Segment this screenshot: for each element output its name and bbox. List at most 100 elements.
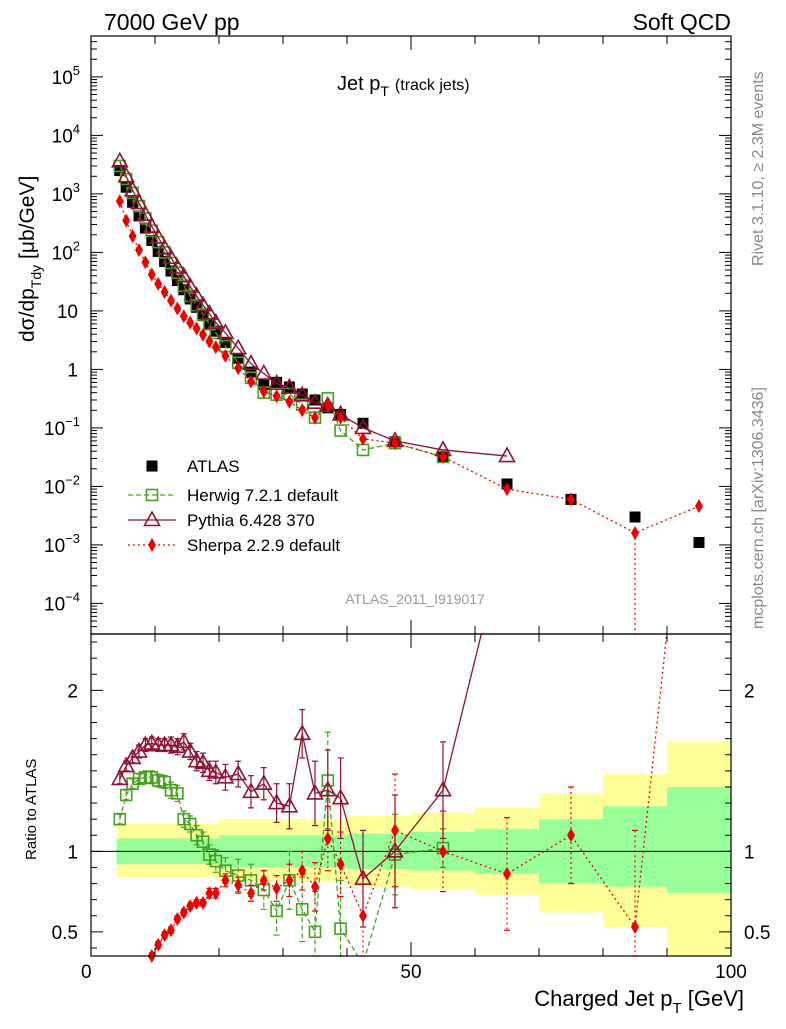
main-point-sherpa <box>503 482 511 497</box>
main-point-pythia <box>280 377 299 394</box>
ratio-point-herwig <box>334 922 347 935</box>
main-series-herwig <box>113 159 450 464</box>
main-point-atlas <box>127 196 139 208</box>
ratio-point-sherpa <box>167 923 175 938</box>
ratio-point-herwig <box>132 772 146 786</box>
ratio-point-sherpa <box>211 886 220 901</box>
ratio-point-pythia <box>434 780 452 797</box>
ratio-point-pythia <box>181 741 200 758</box>
ratio-point-pythia <box>174 732 193 749</box>
main-point-atlas <box>629 511 641 523</box>
main-point-sherpa <box>221 348 230 363</box>
ratio-point-sherpa <box>154 937 163 952</box>
main-point-sherpa <box>141 255 150 270</box>
main-series-sherpa <box>115 194 703 540</box>
ratio-point-sherpa <box>173 911 182 926</box>
main-point-pythia <box>155 238 174 255</box>
main-ytick-label: 1 <box>67 360 78 381</box>
ratio-point-sherpa <box>259 873 268 888</box>
main-point-pythia <box>110 151 129 168</box>
main-point-sherpa <box>122 213 131 228</box>
main-point-pythia <box>142 217 161 233</box>
main-point-sherpa <box>359 431 367 446</box>
ratio-point-herwig <box>145 770 159 784</box>
main-point-herwig <box>334 424 347 437</box>
main-ytick-label: 10 <box>57 302 78 323</box>
main-line-herwig <box>119 165 444 458</box>
ratio-point-pythia <box>280 796 299 813</box>
ratio-ticks <box>90 634 732 956</box>
main-point-pythia <box>187 286 206 303</box>
energy-label: 7000 GeV pp <box>104 9 240 35</box>
ratio-point-sherpa <box>179 905 188 920</box>
ratio-series-pythia <box>110 634 482 928</box>
x-tick-label: 0 <box>81 962 92 983</box>
main-point-pythia <box>117 166 136 183</box>
main-point-sherpa <box>173 301 182 316</box>
main-point-atlas <box>133 210 145 222</box>
main-point-sherpa <box>205 334 214 349</box>
main-point-sherpa <box>298 403 307 418</box>
ratio-point-herwig <box>295 903 309 916</box>
legend-marker-pythia <box>143 510 161 527</box>
analysis-watermark: ATLAS_2011_I919017 <box>345 591 485 607</box>
main-point-pythia <box>216 323 235 340</box>
ratio-point-sherpa <box>272 881 281 896</box>
ratio-point-pythia <box>267 793 286 810</box>
main-y-ticks <box>90 35 732 635</box>
x-tick-label: 50 <box>400 962 421 983</box>
ratio-point-herwig <box>119 788 133 802</box>
ratio-point-sherpa <box>247 886 255 901</box>
main-ytick-label: 102 <box>52 238 80 264</box>
main-point-atlas <box>139 222 151 234</box>
main-point-herwig <box>113 159 127 173</box>
legend-label-sherpa: Sherpa 2.2.9 default <box>187 536 340 555</box>
ratio-point-herwig <box>139 770 152 784</box>
main-line-sherpa <box>119 201 700 534</box>
ratio-point-sherpa <box>186 899 195 914</box>
x-tick-label: 100 <box>715 962 747 983</box>
legend: ATLAS Herwig 7.2.1 default Pythia 6.428 37… <box>128 457 340 555</box>
ratio-point-pythia <box>168 737 187 754</box>
main-point-sherpa <box>234 361 243 376</box>
main-point-sherpa <box>567 492 575 507</box>
ratio-point-pythia <box>306 783 324 800</box>
ratio-point-sherpa <box>439 844 447 859</box>
main-ytick-label: 104 <box>52 121 80 147</box>
x-axis-title: Charged Jet pT [GeV] <box>534 986 744 1017</box>
main-point-sherpa <box>259 384 268 399</box>
main-ytick-label: 105 <box>52 63 80 89</box>
ratio-line-sherpa <box>151 634 668 956</box>
ratio-point-pythia <box>331 788 350 805</box>
main-point-pythia <box>194 295 212 312</box>
main-point-sherpa <box>323 398 332 413</box>
main-point-sherpa <box>179 309 188 324</box>
ratio-point-sherpa <box>160 928 169 943</box>
ratio-point-herwig <box>270 904 283 918</box>
ratio-point-sherpa <box>221 873 230 888</box>
ratio-point-sherpa <box>298 863 307 878</box>
ratio-point-sherpa <box>285 873 294 888</box>
main-point-pythia <box>293 385 312 402</box>
main-point-sherpa <box>186 315 195 330</box>
plot-title: Jet pT (track jets) <box>337 73 470 99</box>
legend-label-atlas: ATLAS <box>187 457 240 476</box>
main-point-pythia <box>168 257 187 274</box>
main-ytick-label: 10−3 <box>44 531 80 557</box>
mcplots-label: mcplots.cern.ch [arXiv:1306.3436] <box>750 387 767 629</box>
legend-marker-herwig <box>145 488 159 502</box>
ratio-point-pythia <box>229 764 248 781</box>
main-point-pythia <box>136 205 155 222</box>
main-point-pythia <box>200 303 219 320</box>
ratio-point-herwig <box>171 787 184 800</box>
legend-marker-sherpa <box>148 538 156 552</box>
main-point-atlas <box>114 165 126 177</box>
ratio-point-pythia <box>254 774 273 791</box>
ratio-point-pythia <box>110 769 129 786</box>
main-point-sherpa <box>695 499 703 514</box>
main-point-sherpa <box>211 340 220 355</box>
ratio-point-pythia <box>293 724 312 741</box>
ratio-point-sherpa <box>567 828 575 843</box>
main-point-atlas <box>120 181 132 193</box>
